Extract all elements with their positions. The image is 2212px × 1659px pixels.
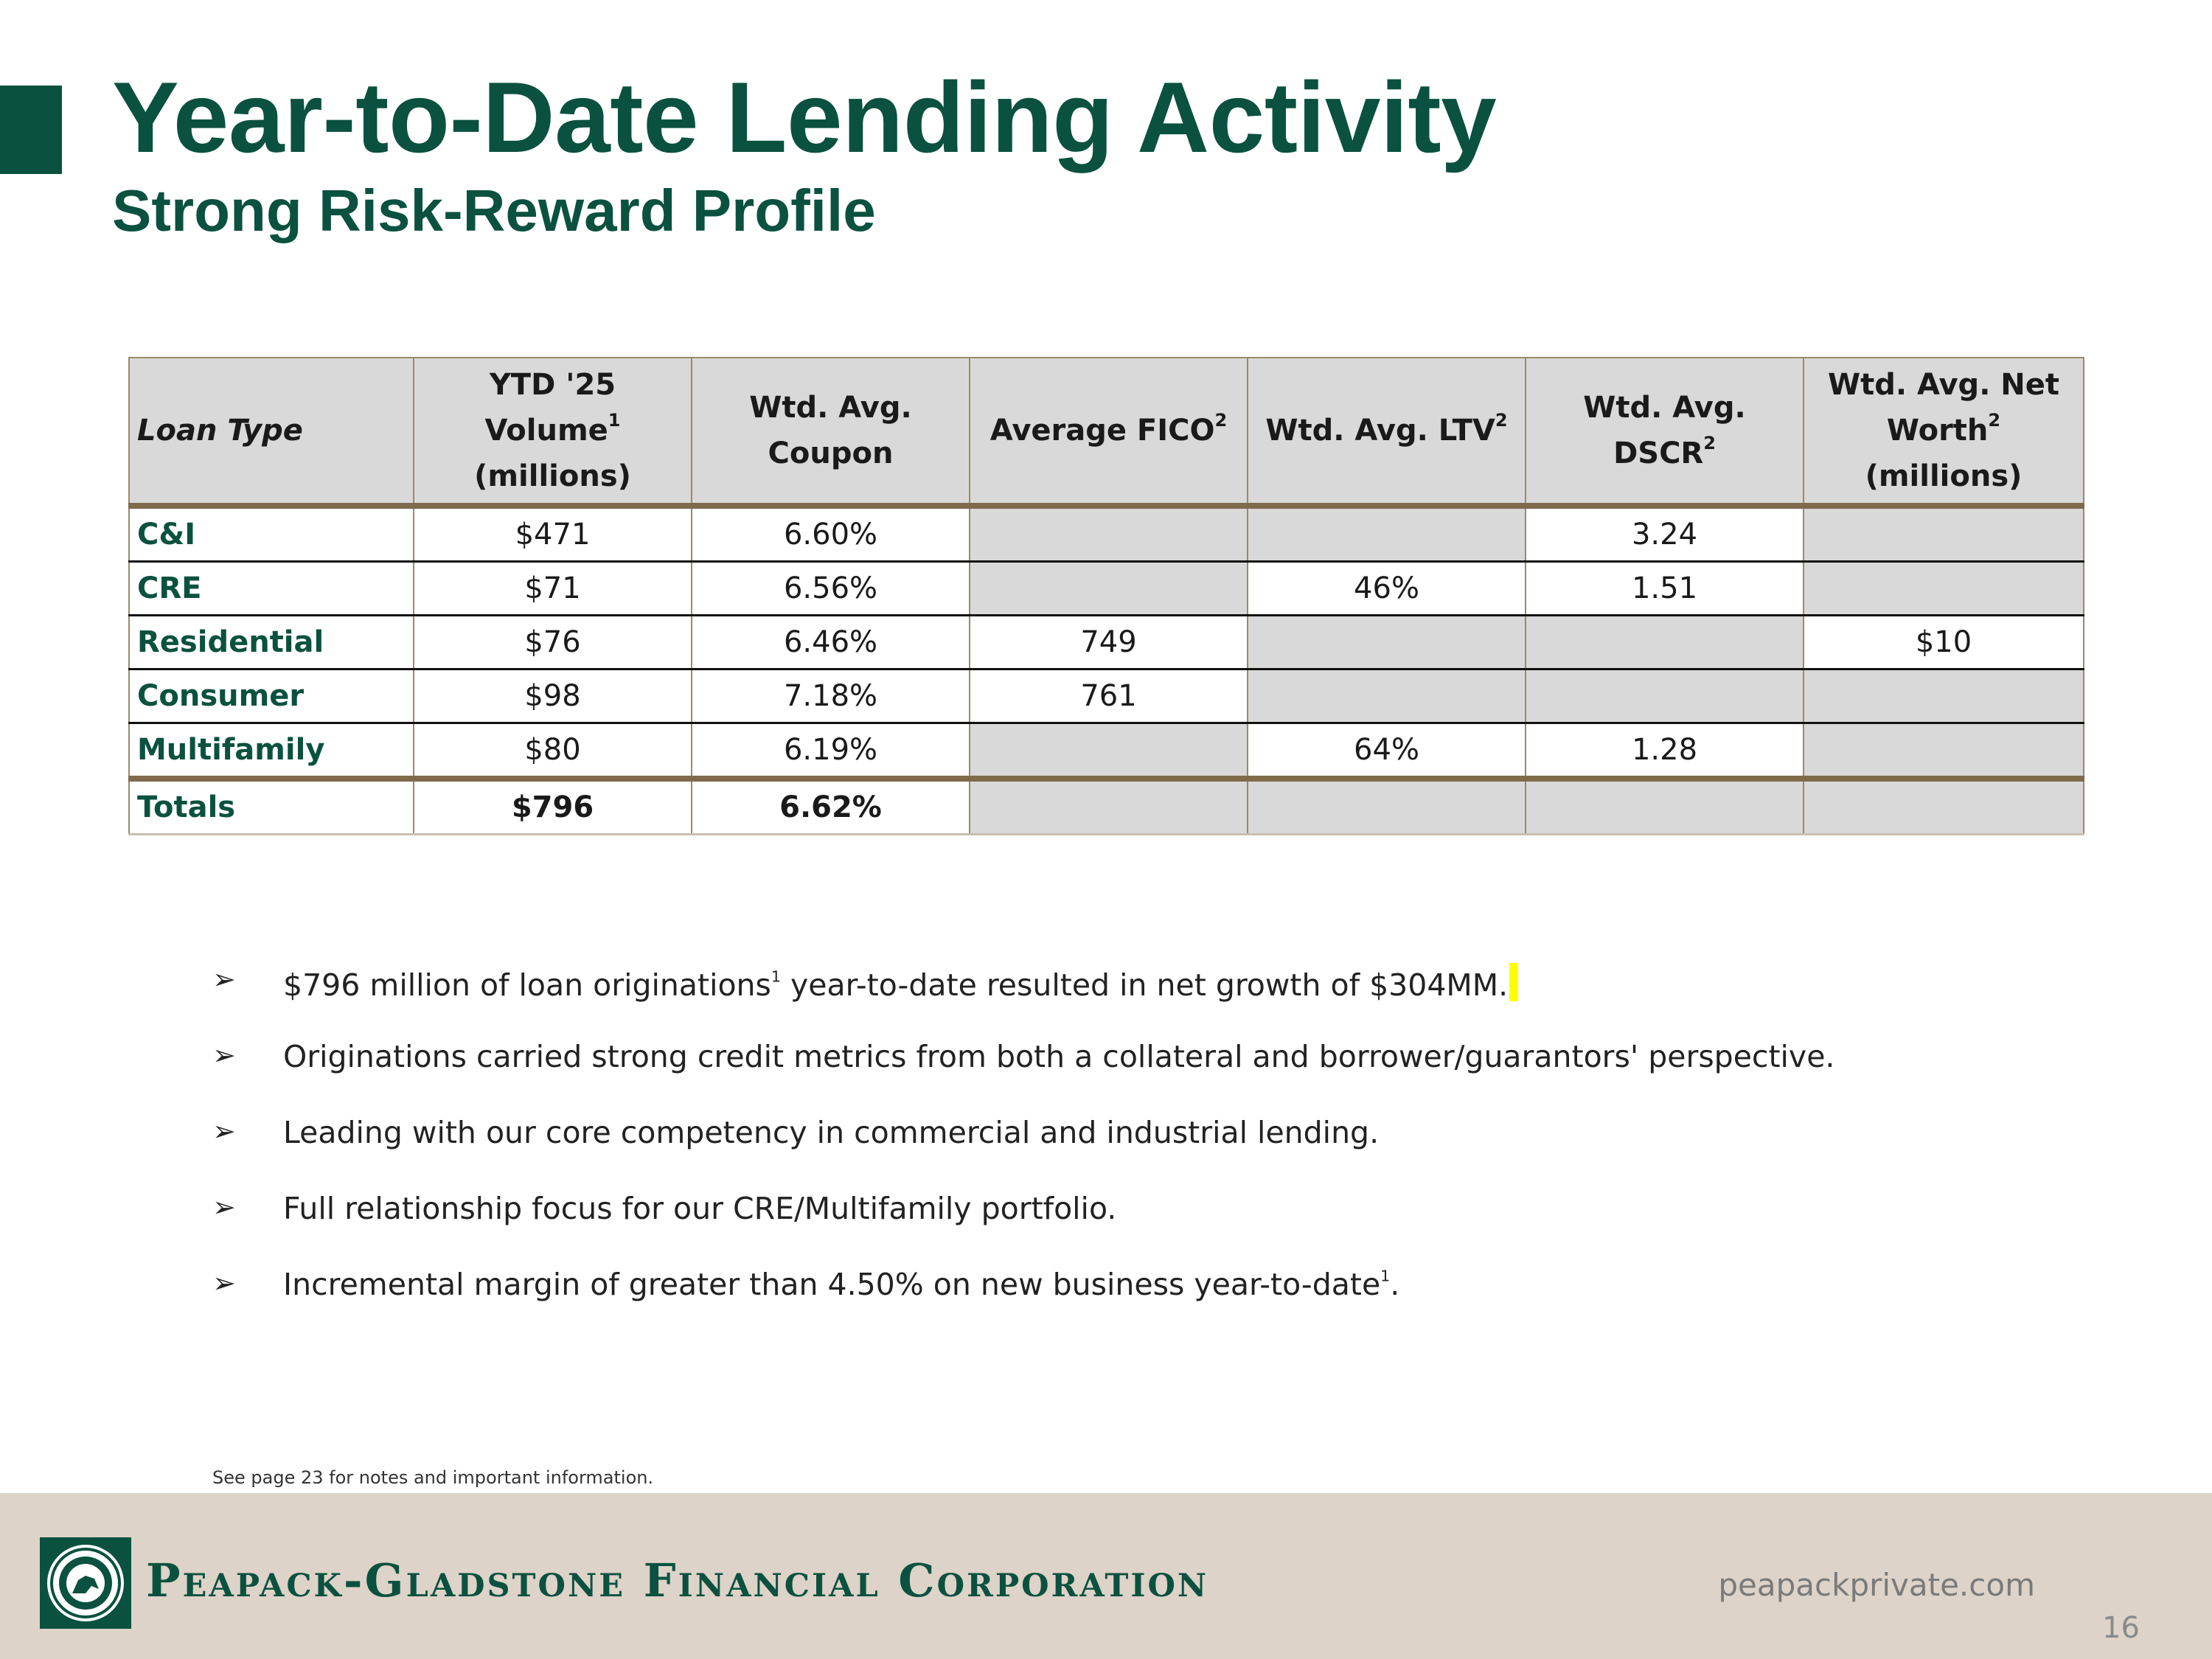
- column-header-ltv: Wtd. Avg. LTV2: [1247, 357, 1526, 509]
- cell-loan-type: CRE: [128, 560, 414, 616]
- cell-ltv: [1247, 505, 1526, 563]
- table-row-consumer: Consumer $98 7.18% 761: [128, 668, 2084, 724]
- cell-fico: [969, 560, 1248, 616]
- cell-totals-label: Totals: [128, 778, 414, 835]
- cell-volume: $80: [413, 722, 692, 782]
- page-number: 16: [2102, 1611, 2140, 1645]
- cell-dscr: 3.24: [1525, 505, 1804, 563]
- cell-total-fico: [969, 778, 1248, 835]
- page-subtitle: Strong Risk-Reward Profile: [112, 178, 876, 243]
- cell-dscr: [1525, 614, 1804, 670]
- cell-total-dscr: [1525, 778, 1804, 835]
- cell-net-worth: [1803, 505, 2084, 563]
- website-link[interactable]: peapackprivate.com: [1718, 1567, 2035, 1603]
- cell-fico: [969, 505, 1248, 563]
- cell-volume: $98: [413, 668, 692, 724]
- table-row-multifamily: Multifamily $80 6.19% 64% 1.28: [128, 722, 2084, 782]
- arrowhead-bullet-icon: ➢: [212, 1191, 236, 1223]
- cell-net-worth: [1803, 668, 2084, 724]
- cell-net-worth: $10: [1803, 614, 2084, 670]
- cell-dscr: [1525, 668, 1804, 724]
- footer-bar: Peapack-Gladstone Financial Corporation …: [0, 1493, 2212, 1659]
- title-accent-bar: [0, 86, 62, 174]
- key-points-list: ➢ $796 million of loan originations1 yea…: [212, 963, 1834, 1343]
- column-header-fico: Average FICO2: [969, 357, 1248, 509]
- company-seal-logo: [40, 1537, 131, 1629]
- list-item: ➢ $796 million of loan originations1 yea…: [212, 963, 1834, 1039]
- cell-total-coupon: 6.62%: [691, 778, 970, 835]
- cell-coupon: 6.56%: [691, 560, 970, 616]
- table-row-ci: C&I $471 6.60% 3.24: [128, 505, 2084, 563]
- table-header-row: Loan Type YTD '25 Volume1 (millions) Wtd.…: [128, 357, 2084, 509]
- cell-total-volume: $796: [413, 778, 692, 835]
- cell-loan-type: Consumer: [128, 668, 414, 724]
- arrowhead-bullet-icon: ➢: [212, 1115, 236, 1147]
- cell-total-net-worth: [1803, 778, 2084, 835]
- column-header-loan-type: Loan Type: [128, 357, 414, 509]
- column-header-volume: YTD '25 Volume1 (millions): [413, 357, 692, 509]
- cell-ltv: 64%: [1247, 722, 1526, 782]
- cell-dscr: 1.28: [1525, 722, 1804, 782]
- list-item: ➢ Incremental margin of greater than 4.5…: [212, 1267, 1400, 1302]
- list-item: ➢ Leading with our core competency in co…: [212, 1115, 1380, 1150]
- cell-coupon: 6.19%: [691, 722, 970, 782]
- column-header-dscr: Wtd. Avg. DSCR2: [1525, 357, 1804, 509]
- cell-volume: $76: [413, 614, 692, 670]
- list-item: ➢ Full relationship focus for our CRE/Mu…: [212, 1191, 1117, 1226]
- arrowhead-bullet-icon: ➢: [212, 1039, 236, 1071]
- cell-ltv: [1247, 668, 1526, 724]
- highlight-mark: [1509, 963, 1519, 1001]
- cell-coupon: 6.60%: [691, 505, 970, 563]
- arrowhead-bullet-icon: ➢: [212, 1267, 236, 1299]
- cell-loan-type: Residential: [128, 614, 414, 670]
- cell-fico: [969, 722, 1248, 782]
- table-row-totals: Totals $796 6.62%: [128, 778, 2084, 835]
- cell-total-ltv: [1247, 778, 1526, 835]
- footnote: See page 23 for notes and important info…: [212, 1467, 654, 1488]
- table-row-cre: CRE $71 6.56% 46% 1.51: [128, 560, 2084, 616]
- cell-net-worth: [1803, 722, 2084, 782]
- cell-volume: $71: [413, 560, 692, 616]
- arrowhead-bullet-icon: ➢: [212, 963, 236, 995]
- page-title: Year-to-Date Lending Activity: [112, 61, 1497, 173]
- cell-net-worth: [1803, 560, 2084, 616]
- list-item: ➢ Originations carried strong credit met…: [212, 1039, 1835, 1074]
- cell-dscr: 1.51: [1525, 560, 1804, 616]
- cell-loan-type: Multifamily: [128, 722, 414, 782]
- cell-coupon: 6.46%: [691, 614, 970, 670]
- company-name: Peapack-Gladstone Financial Corporation: [146, 1554, 1209, 1607]
- cell-ltv: 46%: [1247, 560, 1526, 616]
- cell-ltv: [1247, 614, 1526, 670]
- table-row-residential: Residential $76 6.46% 749 $10: [128, 614, 2084, 670]
- cell-loan-type: C&I: [128, 505, 414, 563]
- cell-fico: 749: [969, 614, 1248, 670]
- column-header-coupon: Wtd. Avg. Coupon: [691, 357, 970, 509]
- cell-fico: 761: [969, 668, 1248, 724]
- column-header-net-worth: Wtd. Avg. Net Worth2 (millions): [1803, 357, 2084, 509]
- lending-activity-table: Loan Type YTD '25 Volume1 (millions) Wtd.…: [128, 357, 2084, 835]
- cell-coupon: 7.18%: [691, 668, 970, 724]
- cell-volume: $471: [413, 505, 692, 563]
